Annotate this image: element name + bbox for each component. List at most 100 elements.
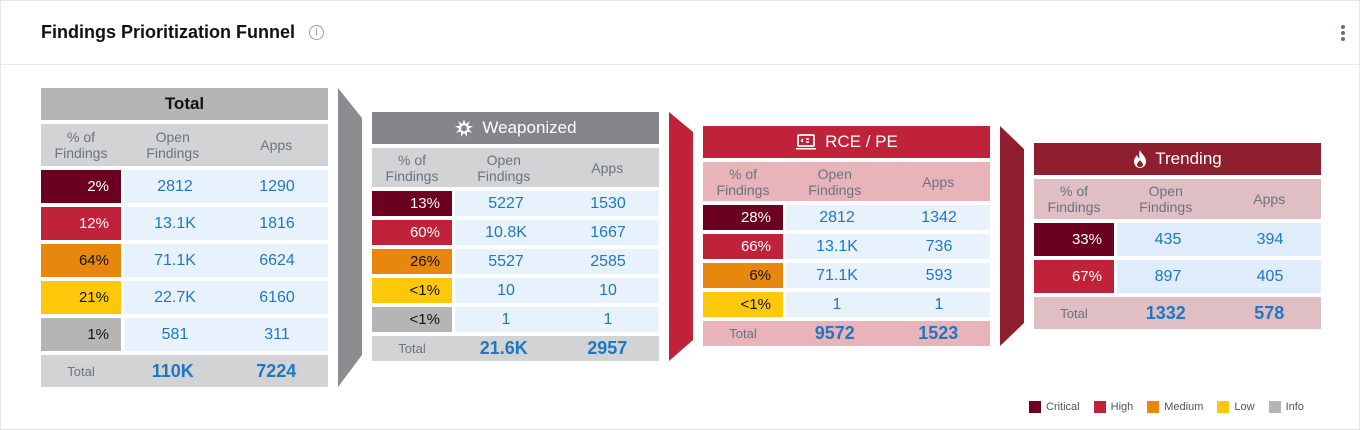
- row-values: 71.1K 6624: [124, 244, 328, 277]
- severity-row-high[interactable]: 66% 13.1K 736: [703, 234, 990, 259]
- open-findings-value[interactable]: 10: [497, 281, 515, 299]
- open-findings-value[interactable]: 1: [832, 295, 842, 313]
- open-findings-value[interactable]: 2812: [157, 177, 193, 195]
- total-apps[interactable]: 1523: [918, 323, 959, 343]
- apps-value[interactable]: 1290: [259, 177, 295, 195]
- row-values: 581 311: [124, 318, 328, 351]
- stage-title-text: Total: [164, 94, 205, 113]
- severity-row-medium[interactable]: 26% 5527 2585: [372, 249, 659, 274]
- total-apps[interactable]: 7224: [256, 360, 297, 381]
- severity-pct-cell: 33%: [1034, 223, 1114, 256]
- explosion-icon: [454, 118, 474, 138]
- total-row: Total 110K 7224: [41, 355, 328, 387]
- severity-row-critical[interactable]: 28% 2812 1342: [703, 205, 990, 230]
- funnel-connector: [1000, 126, 1024, 351]
- legend-label: Low: [1234, 401, 1255, 413]
- open-findings-value[interactable]: 10.8K: [485, 223, 527, 241]
- severity-pct-cell: 64%: [41, 244, 121, 277]
- total-label: Total: [729, 326, 757, 341]
- severity-pct-cell: 26%: [372, 249, 452, 274]
- pct-column-header: % of Findings: [54, 129, 108, 161]
- total-open-findings[interactable]: 9572: [814, 323, 855, 343]
- apps-value[interactable]: 1816: [259, 214, 295, 232]
- legend-label: Medium: [1164, 401, 1204, 413]
- row-values: 5227 1530: [455, 191, 659, 216]
- legend-item-critical[interactable]: Critical: [1029, 401, 1080, 413]
- severity-row-high[interactable]: 12% 13.1K 1816: [41, 207, 328, 240]
- column-header-row: % of Findings Open Findings Apps: [41, 124, 328, 166]
- severity-row-info[interactable]: <1% 1 1: [372, 307, 659, 332]
- apps-value[interactable]: 311: [264, 325, 290, 343]
- severity-row-critical[interactable]: 13% 5227 1530: [372, 191, 659, 216]
- severity-row-high[interactable]: 67% 897 405: [1034, 260, 1321, 293]
- apps-value[interactable]: 1: [603, 310, 613, 328]
- apps-value[interactable]: 2585: [590, 252, 626, 270]
- total-apps[interactable]: 578: [1254, 302, 1285, 323]
- apps-value[interactable]: 394: [1256, 230, 1284, 248]
- stage-title-text: Trending: [1155, 149, 1222, 168]
- severity-pct-cell: 67%: [1034, 260, 1114, 293]
- severity-row-low[interactable]: 21% 22.7K 6160: [41, 281, 328, 314]
- open-findings-value[interactable]: 897: [1154, 267, 1182, 285]
- more-options-icon[interactable]: [1333, 23, 1353, 43]
- open-findings-value[interactable]: 5227: [488, 194, 524, 212]
- severity-row-low[interactable]: <1% 1 1: [703, 292, 990, 317]
- open-findings-value[interactable]: 5527: [488, 252, 524, 270]
- severity-row-medium[interactable]: 6% 71.1K 593: [703, 263, 990, 288]
- open-findings-value[interactable]: 13.1K: [816, 237, 858, 255]
- apps-column-header: Apps: [591, 159, 624, 176]
- apps-value[interactable]: 593: [925, 266, 953, 284]
- open-findings-column-header: Open Findings: [808, 165, 862, 198]
- legend-item-medium[interactable]: Medium: [1147, 401, 1203, 413]
- severity-row-critical[interactable]: 33% 435 394: [1034, 223, 1321, 256]
- stage-title-text: RCE / PE: [825, 132, 898, 151]
- total-row: Total 21.6K 2957: [372, 336, 659, 361]
- legend-item-low[interactable]: Low: [1217, 401, 1255, 413]
- open-findings-value[interactable]: 13.1K: [154, 214, 196, 232]
- apps-column-header: Apps: [922, 173, 955, 190]
- apps-column-header: Apps: [260, 137, 293, 153]
- severity-row-medium[interactable]: 64% 71.1K 6624: [41, 244, 328, 277]
- total-open-findings[interactable]: 1332: [1145, 302, 1186, 323]
- row-values: 5527 2585: [455, 249, 659, 274]
- open-findings-value[interactable]: 71.1K: [154, 251, 196, 269]
- severity-row-critical[interactable]: 2% 2812 1290: [41, 170, 328, 203]
- apps-value[interactable]: 1: [934, 295, 944, 313]
- apps-value[interactable]: 10: [599, 281, 617, 299]
- total-apps[interactable]: 2957: [587, 338, 628, 358]
- apps-value[interactable]: 6160: [259, 288, 295, 306]
- open-findings-value[interactable]: 1: [501, 310, 511, 328]
- open-findings-column-header: Open Findings: [146, 129, 200, 161]
- severity-row-info[interactable]: 1% 581 311: [41, 318, 328, 351]
- legend-label: High: [1110, 401, 1134, 413]
- open-findings-value[interactable]: 71.1K: [816, 266, 858, 284]
- legend-item-info[interactable]: Info: [1268, 401, 1304, 413]
- severity-pct-cell: <1%: [372, 278, 452, 303]
- open-findings-value[interactable]: 581: [161, 325, 189, 343]
- total-open-findings[interactable]: 21.6K: [479, 338, 528, 358]
- total-open-findings[interactable]: 110K: [151, 360, 194, 381]
- open-findings-value[interactable]: 2812: [819, 208, 855, 226]
- funnel-connector: [338, 88, 362, 392]
- apps-value[interactable]: 1342: [921, 208, 957, 226]
- apps-value[interactable]: 1667: [590, 223, 626, 241]
- severity-row-high[interactable]: 60% 10.8K 1667: [372, 220, 659, 245]
- row-values: 2812 1290: [124, 170, 328, 203]
- severity-row-low[interactable]: <1% 10 10: [372, 278, 659, 303]
- open-findings-value[interactable]: 435: [1154, 230, 1182, 248]
- column-header-row: % of Findings Open Findings Apps: [372, 148, 659, 187]
- severity-pct-cell: 21%: [41, 281, 121, 314]
- apps-value[interactable]: 405: [1256, 267, 1284, 285]
- severity-pct-cell: 6%: [703, 263, 783, 288]
- legend-item-high[interactable]: High: [1093, 401, 1134, 413]
- legend: Critical High Medium Low Info: [1029, 401, 1304, 413]
- apps-value[interactable]: 736: [925, 237, 953, 255]
- apps-value[interactable]: 6624: [259, 251, 295, 269]
- severity-pct-cell: <1%: [703, 292, 783, 317]
- info-icon[interactable]: i: [309, 25, 324, 40]
- column-header-row: % of Findings Open Findings Apps: [1034, 179, 1321, 219]
- open-findings-value[interactable]: 22.7K: [154, 288, 196, 306]
- apps-value[interactable]: 1530: [590, 194, 626, 212]
